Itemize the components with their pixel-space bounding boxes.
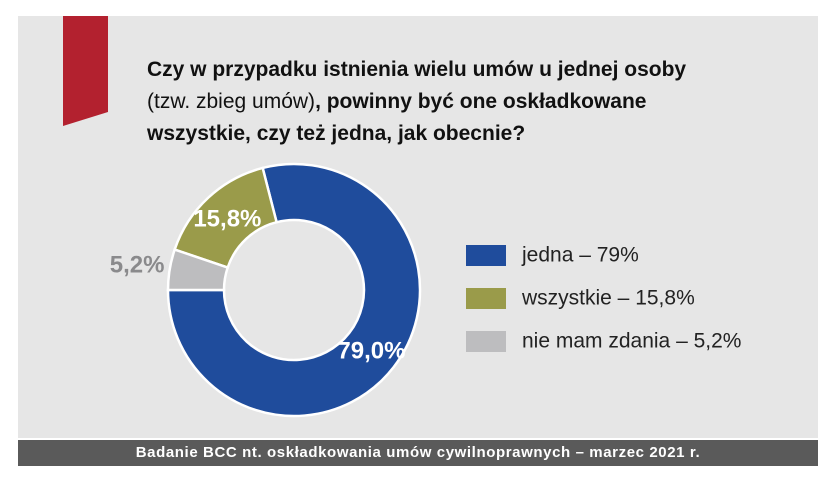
slice	[166, 247, 230, 292]
title-part: Czy w przypadku istnienia wielu umów u j…	[147, 58, 686, 81]
data-label: 5,2%	[110, 251, 165, 278]
legend-swatch	[466, 245, 506, 266]
data-label: 79,0%	[337, 337, 405, 364]
chart-title: Czy w przypadku istnienia wielu umów u j…	[146, 58, 686, 145]
data-label: 15,8%	[193, 205, 261, 232]
legend-label: wszystkie – 15,8%	[521, 287, 695, 310]
legend-swatch	[466, 331, 506, 352]
footer-bar	[18, 440, 818, 466]
slice	[166, 162, 422, 418]
title-part: (tzw. zbieg umów)	[147, 90, 315, 113]
title-part: wszystkie, czy też jedna, jak obecnie?	[146, 122, 525, 145]
title-part: , powinny być one oskładkowane	[315, 90, 646, 113]
ribbon	[63, 16, 108, 126]
legend-label: nie mam zdania – 5,2%	[522, 330, 741, 353]
panel	[18, 16, 818, 438]
footer: Badanie BCC nt. oskładkowania umów cywil…	[136, 444, 701, 461]
legend-label: jedna – 79%	[521, 244, 639, 267]
legend-swatch	[466, 288, 506, 309]
